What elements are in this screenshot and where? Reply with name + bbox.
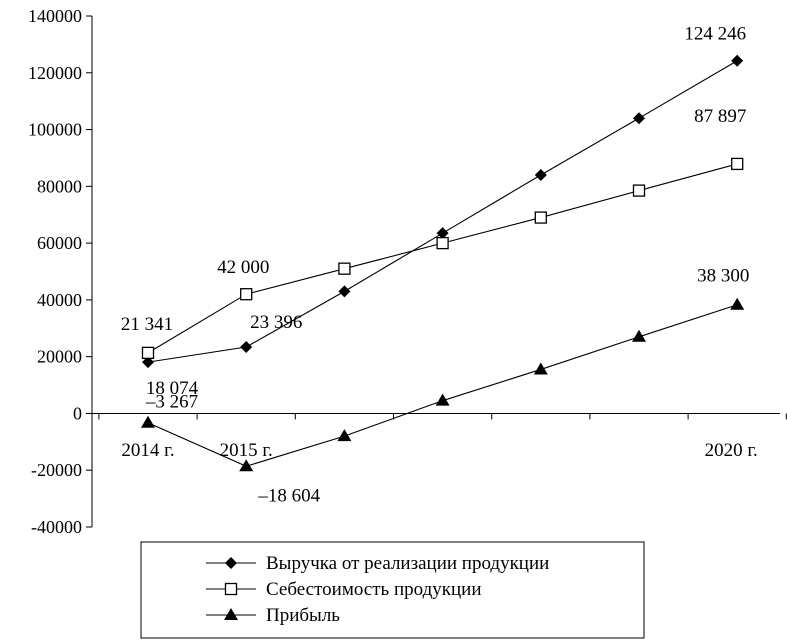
legend: Выручка от реализации продукции Себестоим… xyxy=(140,541,645,639)
data-labels: 18 074 23 396 124 246 21 341 42 000 87 897 –3 … xyxy=(121,24,749,507)
y-tick-label: 80000 xyxy=(37,176,82,196)
series-line xyxy=(147,60,738,363)
y-tick-label: 100000 xyxy=(28,120,82,140)
data-point-square xyxy=(224,582,238,596)
data-point-square xyxy=(534,211,547,224)
data-point-diamond xyxy=(142,356,154,369)
data-point-triangle xyxy=(141,415,155,428)
data-point-triangle xyxy=(730,297,745,310)
data-point-diamond xyxy=(534,168,547,181)
data-point-diamond xyxy=(436,227,449,240)
x-category-label: 2020 г. xyxy=(705,440,758,461)
y-tick-label: 60000 xyxy=(37,233,82,253)
y-tick-label: 140000 xyxy=(28,6,82,26)
axes: 140000 120000 100000 80000 60000 40000 20000 0 -… xyxy=(28,6,787,537)
data-point-square xyxy=(141,346,155,360)
data-point-square xyxy=(240,288,253,301)
series-2 xyxy=(141,297,745,472)
data-label: 23 396 xyxy=(250,312,302,333)
data-point-triangle xyxy=(533,362,548,375)
data-point-triangle xyxy=(337,429,352,442)
data-point-square xyxy=(338,262,351,275)
data-point-diamond xyxy=(338,285,351,298)
data-point-diamond xyxy=(225,557,237,569)
series-1 xyxy=(141,157,744,360)
data-label: –18 604 xyxy=(257,485,320,506)
data-point-square xyxy=(436,236,449,250)
x-category-label: 2014 г. xyxy=(121,440,174,461)
data-label: 124 246 xyxy=(684,24,746,45)
series-layer xyxy=(141,54,745,472)
data-label: 42 000 xyxy=(217,257,269,278)
data-point-triangle xyxy=(632,329,646,342)
y-tick-label: 0 xyxy=(73,403,82,423)
y-tick-label: 120000 xyxy=(28,63,82,83)
data-point-diamond xyxy=(240,341,253,354)
y-tick-label: 40000 xyxy=(37,290,82,310)
data-label: –3 267 xyxy=(145,392,198,413)
data-label: 87 897 xyxy=(694,106,746,127)
data-point-triangle xyxy=(435,393,450,406)
y-tick-label: 20000 xyxy=(37,347,82,367)
series-0 xyxy=(142,54,744,369)
data-point-triangle xyxy=(224,608,238,620)
legend-label: Прибыль xyxy=(266,605,340,626)
data-point-square xyxy=(731,157,744,171)
data-point-diamond xyxy=(633,112,645,125)
data-point-diamond xyxy=(731,54,744,67)
legend-label: Выручка от реализации продукции xyxy=(266,553,549,574)
data-label: 21 341 xyxy=(121,314,173,335)
data-label: 38 300 xyxy=(697,266,749,287)
data-label: 18 074 xyxy=(146,378,199,399)
legend-label: Себестоимость продукции xyxy=(266,579,482,600)
y-tick-label: -20000 xyxy=(31,460,82,480)
data-point-triangle xyxy=(239,459,254,472)
x-category-label: 2015 г. xyxy=(220,440,273,461)
data-point-square xyxy=(632,184,646,197)
y-tick-label: -40000 xyxy=(31,517,82,537)
legend-box xyxy=(140,541,645,639)
